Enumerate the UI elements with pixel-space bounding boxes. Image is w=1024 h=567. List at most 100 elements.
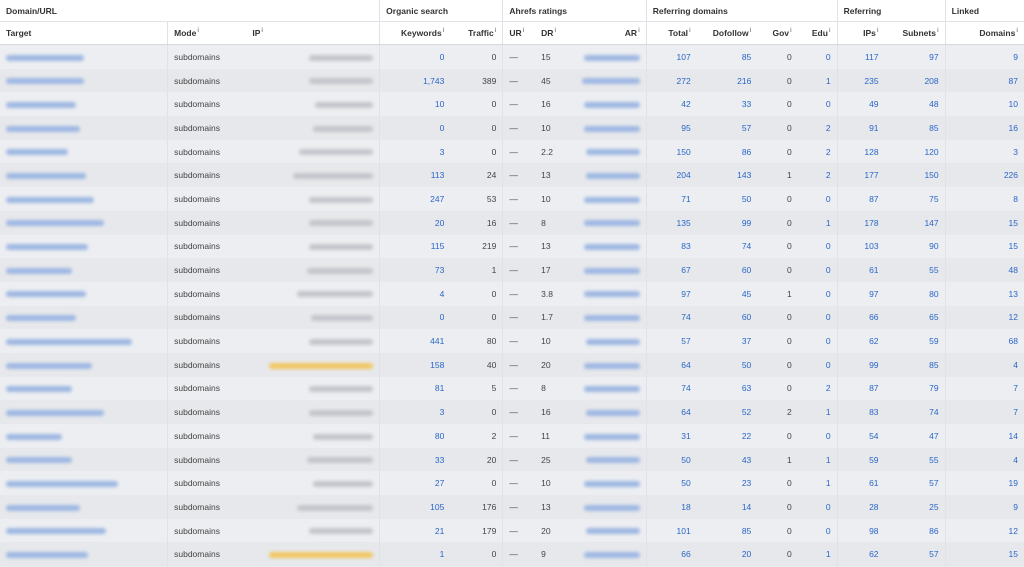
dofollow-cell[interactable]: 63 xyxy=(696,376,758,401)
info-icon[interactable]: i xyxy=(442,28,445,35)
edu-cell[interactable]: 0 xyxy=(797,305,838,330)
ips-cell[interactable]: 62 xyxy=(836,329,885,353)
domains-cell[interactable]: 9 xyxy=(944,495,1024,519)
dofollow-cell[interactable]: 74 xyxy=(696,234,758,259)
ips-cell[interactable]: 61 xyxy=(836,471,885,496)
col-header-target[interactable]: Target xyxy=(0,21,168,45)
col-header-dr[interactable]: DRi xyxy=(535,21,574,45)
redacted-target-url[interactable] xyxy=(6,291,86,298)
subnets-cell[interactable]: 150 xyxy=(884,163,946,188)
total-cell[interactable]: 272 xyxy=(645,68,697,93)
subnets-cell[interactable]: 208 xyxy=(884,68,946,93)
target-cell[interactable] xyxy=(0,376,168,401)
redacted-target-url[interactable] xyxy=(6,552,88,559)
info-icon[interactable]: i xyxy=(197,28,199,35)
ips-cell[interactable]: 128 xyxy=(836,139,885,164)
domains-cell[interactable]: 16 xyxy=(944,116,1024,140)
col-header-keywords[interactable]: Keywordsi xyxy=(379,21,451,45)
total-cell[interactable]: 42 xyxy=(645,92,697,117)
target-cell[interactable] xyxy=(0,329,168,353)
total-cell[interactable]: 135 xyxy=(645,210,697,235)
edu-cell[interactable]: 0 xyxy=(797,281,838,306)
info-icon[interactable]: i xyxy=(554,28,557,35)
redacted-target-url[interactable] xyxy=(6,267,72,274)
redacted-target-url[interactable] xyxy=(6,101,76,108)
total-cell[interactable]: 18 xyxy=(645,495,697,519)
total-cell[interactable]: 67 xyxy=(645,258,697,282)
ips-cell[interactable]: 59 xyxy=(836,447,885,472)
col-header-dofollow[interactable]: Dofollowi xyxy=(696,21,758,45)
redacted-target-url[interactable] xyxy=(6,196,94,203)
subnets-cell[interactable]: 25 xyxy=(884,495,946,519)
subnets-cell[interactable]: 147 xyxy=(884,210,946,235)
redacted-target-url[interactable] xyxy=(6,220,104,227)
edu-cell[interactable]: 1 xyxy=(797,447,838,472)
target-cell[interactable] xyxy=(0,234,168,259)
info-icon[interactable]: i xyxy=(261,28,264,35)
col-header-mode[interactable]: Modei xyxy=(167,21,247,45)
edu-cell[interactable]: 0 xyxy=(797,424,838,448)
keywords-cell[interactable]: 115 xyxy=(379,234,451,259)
subnets-cell[interactable]: 85 xyxy=(884,352,946,377)
ips-cell[interactable]: 99 xyxy=(836,352,885,377)
edu-cell[interactable]: 1 xyxy=(797,542,838,567)
ips-cell[interactable]: 49 xyxy=(836,92,885,117)
domains-cell[interactable]: 3 xyxy=(944,139,1024,164)
total-cell[interactable]: 31 xyxy=(645,424,697,448)
info-icon[interactable]: i xyxy=(522,28,525,35)
col-header-domains[interactable]: Domainsi xyxy=(944,21,1024,45)
subnets-cell[interactable]: 74 xyxy=(884,400,946,424)
target-cell[interactable] xyxy=(0,542,168,567)
domains-cell[interactable]: 10 xyxy=(944,92,1024,117)
ips-cell[interactable]: 87 xyxy=(836,376,885,401)
dofollow-cell[interactable]: 43 xyxy=(696,447,758,472)
domains-cell[interactable]: 15 xyxy=(944,542,1024,567)
target-cell[interactable] xyxy=(0,44,168,69)
total-cell[interactable]: 107 xyxy=(645,44,697,69)
keywords-cell[interactable]: 0 xyxy=(379,116,451,140)
redacted-target-url[interactable] xyxy=(6,338,132,345)
dofollow-cell[interactable]: 86 xyxy=(696,139,758,164)
edu-cell[interactable]: 0 xyxy=(797,92,838,117)
redacted-target-url[interactable] xyxy=(6,149,68,156)
target-cell[interactable] xyxy=(0,305,168,330)
redacted-target-url[interactable] xyxy=(6,54,84,61)
total-cell[interactable]: 50 xyxy=(645,471,697,496)
col-header-subnets[interactable]: Subnetsi xyxy=(884,21,946,45)
dofollow-cell[interactable]: 50 xyxy=(696,187,758,211)
keywords-cell[interactable]: 441 xyxy=(379,329,451,353)
edu-cell[interactable]: 0 xyxy=(797,352,838,377)
subnets-cell[interactable]: 59 xyxy=(884,329,946,353)
ips-cell[interactable]: 83 xyxy=(836,400,885,424)
total-cell[interactable]: 71 xyxy=(645,187,697,211)
edu-cell[interactable]: 0 xyxy=(797,187,838,211)
dofollow-cell[interactable]: 85 xyxy=(696,44,758,69)
ips-cell[interactable]: 97 xyxy=(836,281,885,306)
dofollow-cell[interactable]: 23 xyxy=(696,471,758,496)
edu-cell[interactable]: 0 xyxy=(797,44,838,69)
keywords-cell[interactable]: 1 xyxy=(379,542,451,567)
domains-cell[interactable]: 19 xyxy=(944,471,1024,496)
dofollow-cell[interactable]: 52 xyxy=(696,400,758,424)
ips-cell[interactable]: 91 xyxy=(836,116,885,140)
redacted-target-url[interactable] xyxy=(6,528,106,535)
redacted-target-url[interactable] xyxy=(6,457,72,464)
info-icon[interactable]: i xyxy=(638,28,640,35)
keywords-cell[interactable]: 81 xyxy=(379,376,451,401)
dofollow-cell[interactable]: 33 xyxy=(696,92,758,117)
domains-cell[interactable]: 14 xyxy=(944,424,1024,448)
col-header-ur[interactable]: URi xyxy=(502,21,536,45)
keywords-cell[interactable]: 158 xyxy=(379,352,451,377)
target-cell[interactable] xyxy=(0,471,168,496)
keywords-cell[interactable]: 73 xyxy=(379,258,451,282)
target-cell[interactable] xyxy=(0,187,168,211)
subnets-cell[interactable]: 97 xyxy=(884,44,946,69)
total-cell[interactable]: 74 xyxy=(645,376,697,401)
subnets-cell[interactable]: 57 xyxy=(884,542,946,567)
info-icon[interactable]: i xyxy=(689,28,691,35)
subnets-cell[interactable]: 57 xyxy=(884,471,946,496)
domains-cell[interactable]: 15 xyxy=(944,210,1024,235)
total-cell[interactable]: 204 xyxy=(645,163,697,188)
ips-cell[interactable]: 177 xyxy=(836,163,885,188)
total-cell[interactable]: 83 xyxy=(645,234,697,259)
